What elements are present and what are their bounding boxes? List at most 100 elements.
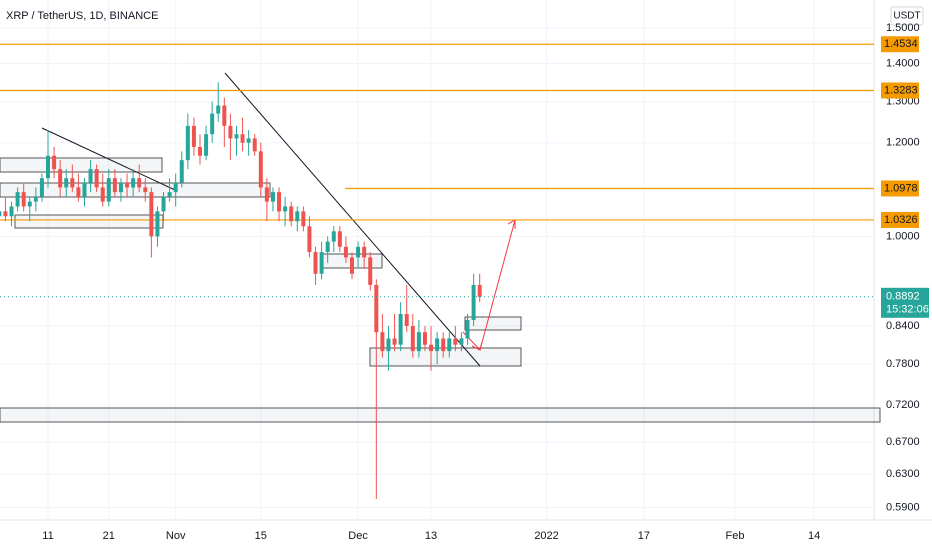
candle-body (3, 211, 8, 217)
candle-body (222, 105, 227, 126)
y-tick-label: 0.7200 (886, 399, 920, 411)
x-tick-label: 21 (103, 530, 115, 542)
candle-body (459, 338, 464, 345)
trend-line (41, 127, 176, 191)
candle-body (398, 313, 403, 345)
zone (14, 214, 164, 229)
x-tick-label: Dec (348, 530, 368, 542)
x-tick-label: 17 (638, 530, 650, 542)
candle-body (386, 338, 391, 352)
candle-body (185, 125, 190, 161)
x-tick-label: Nov (166, 530, 186, 542)
candle-body (270, 192, 275, 202)
candle-body (362, 246, 367, 258)
candle-body (325, 241, 330, 253)
y-tick-label: 1.2000 (886, 137, 920, 149)
candle-body (118, 182, 123, 193)
candle-body (301, 211, 306, 227)
candle-body (204, 134, 209, 156)
candle-body (64, 178, 69, 188)
candle-body (46, 155, 50, 179)
candle-body (319, 252, 324, 274)
y-tick-label: 0.8400 (886, 320, 920, 332)
candle-body (0, 211, 2, 217)
level-label: 1.4534 (884, 38, 918, 50)
candle-body (33, 196, 38, 202)
zone (369, 347, 522, 367)
candle-body (246, 138, 251, 143)
candle-body (441, 338, 446, 352)
candle-body (343, 246, 348, 258)
candle-body (422, 332, 427, 345)
candle-body (356, 246, 361, 258)
candle-body (447, 338, 452, 352)
candle-body (471, 284, 476, 320)
candle-body (27, 201, 32, 207)
candle-body (155, 211, 160, 237)
y-tick-label: 1.5000 (886, 22, 920, 34)
candle-body (307, 226, 312, 253)
candle-body (477, 284, 482, 297)
zone (0, 157, 163, 173)
x-tick-label: 13 (425, 530, 437, 542)
candle-body (392, 338, 397, 345)
y-tick-label: 0.7800 (886, 358, 920, 370)
y-tick-label: 0.5900 (886, 502, 920, 514)
countdown: 15:32:06 (886, 304, 929, 316)
candle-body (173, 182, 178, 193)
last-price-label: 0.8892 (886, 291, 920, 303)
candle-body (252, 138, 257, 152)
level-tag (881, 36, 919, 53)
candle-body (210, 113, 215, 135)
candle-body (143, 187, 148, 193)
candle-body (404, 313, 409, 327)
x-tick-label: 14 (808, 530, 820, 542)
candle-body (21, 192, 26, 207)
level-tag (881, 180, 919, 197)
currency: USDT (893, 11, 920, 22)
candle-body (191, 125, 196, 148)
chart-title: XRP / TetherUS, 1D, BINANCE (6, 10, 158, 22)
x-tick-label: 11 (42, 530, 53, 542)
candle-body (100, 187, 105, 202)
candle-body (374, 284, 379, 333)
y-tick-label: 0.6300 (886, 468, 920, 480)
candle-body (465, 319, 470, 339)
zone (0, 407, 881, 423)
candle-body (410, 326, 415, 352)
candle-body (337, 231, 342, 247)
candle-body (9, 206, 14, 217)
candle-body (331, 231, 336, 242)
candle-body (52, 155, 57, 170)
candle-body (277, 192, 282, 212)
currency-box[interactable] (890, 6, 924, 26)
candle-body (295, 211, 300, 222)
candle-body (435, 338, 440, 352)
candle-body (76, 187, 81, 197)
x-tick-label: Feb (726, 530, 745, 542)
candle-body (82, 182, 87, 197)
candle-body (39, 178, 44, 197)
candle-body (137, 178, 142, 188)
candle-body (167, 192, 172, 197)
candle-body (380, 332, 385, 352)
candle-body (258, 151, 263, 188)
candle-body (289, 206, 294, 222)
x-tick-label: 2022 (534, 530, 558, 542)
candle-body (161, 196, 166, 212)
level-label: 1.0978 (884, 182, 918, 194)
candle-body (368, 257, 373, 285)
candle-body (131, 178, 136, 188)
candle-body (70, 178, 75, 188)
y-tick-label: 0.6700 (886, 436, 920, 448)
y-tick-label: 1.4000 (886, 57, 920, 69)
candle-body (198, 147, 202, 156)
candle-body (179, 160, 184, 183)
candle-body (15, 192, 20, 207)
candle-body (149, 192, 154, 237)
candle-body (88, 169, 93, 183)
level-label: 1.0326 (884, 214, 918, 226)
level-label: 1.3283 (884, 84, 918, 96)
candle-body (228, 125, 233, 139)
